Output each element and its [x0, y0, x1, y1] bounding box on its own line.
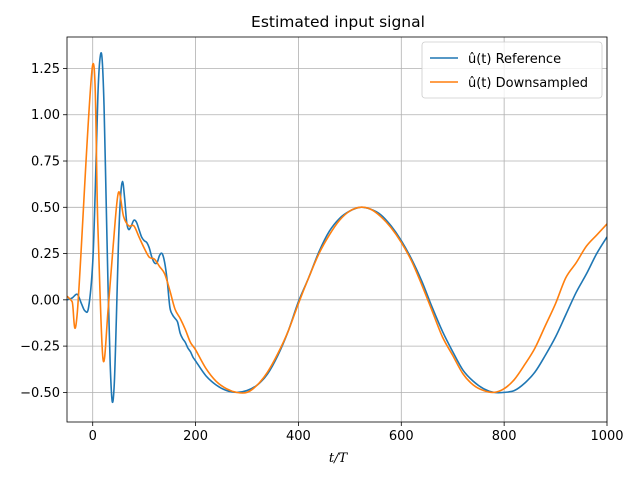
plot-series — [67, 52, 607, 404]
y-tick-label: 0.50 — [31, 201, 60, 216]
x-tick-label: 400 — [286, 429, 311, 444]
y-tick-label: −0.50 — [20, 386, 60, 401]
x-tick-label: 200 — [183, 429, 208, 444]
grid — [67, 37, 608, 422]
x-tick-label: 0 — [89, 429, 97, 444]
y-tick-label: 0.00 — [31, 293, 60, 308]
legend-label: û(t) Reference — [468, 52, 561, 67]
y-tick-label: 1.00 — [31, 108, 60, 123]
series-line-reference — [67, 52, 607, 404]
legend: û(t) Reference û(t) Downsampled — [421, 41, 603, 99]
plot-frame — [66, 36, 608, 423]
x-tick-label: 600 — [389, 429, 414, 444]
chart-title: Estimated input signal — [251, 13, 425, 31]
y-tick-label: 0.25 — [31, 247, 60, 262]
y-tick-label: 0.75 — [31, 155, 60, 170]
x-axis-label: t/T — [329, 451, 349, 466]
y-tick-label: 1.25 — [31, 62, 60, 77]
y-tick-label: −0.25 — [20, 340, 60, 355]
axis-ticks: 0 200 400 600 800 1000 −0.50 −0.25 0.00 0.25 0.50 0… — [20, 62, 623, 444]
x-tick-label: 1000 — [590, 429, 623, 444]
legend-label: û(t) Downsampled — [468, 76, 588, 91]
legend-box — [421, 41, 603, 99]
x-tick-label: 800 — [492, 429, 517, 444]
series-line-downsampled — [67, 62, 607, 394]
